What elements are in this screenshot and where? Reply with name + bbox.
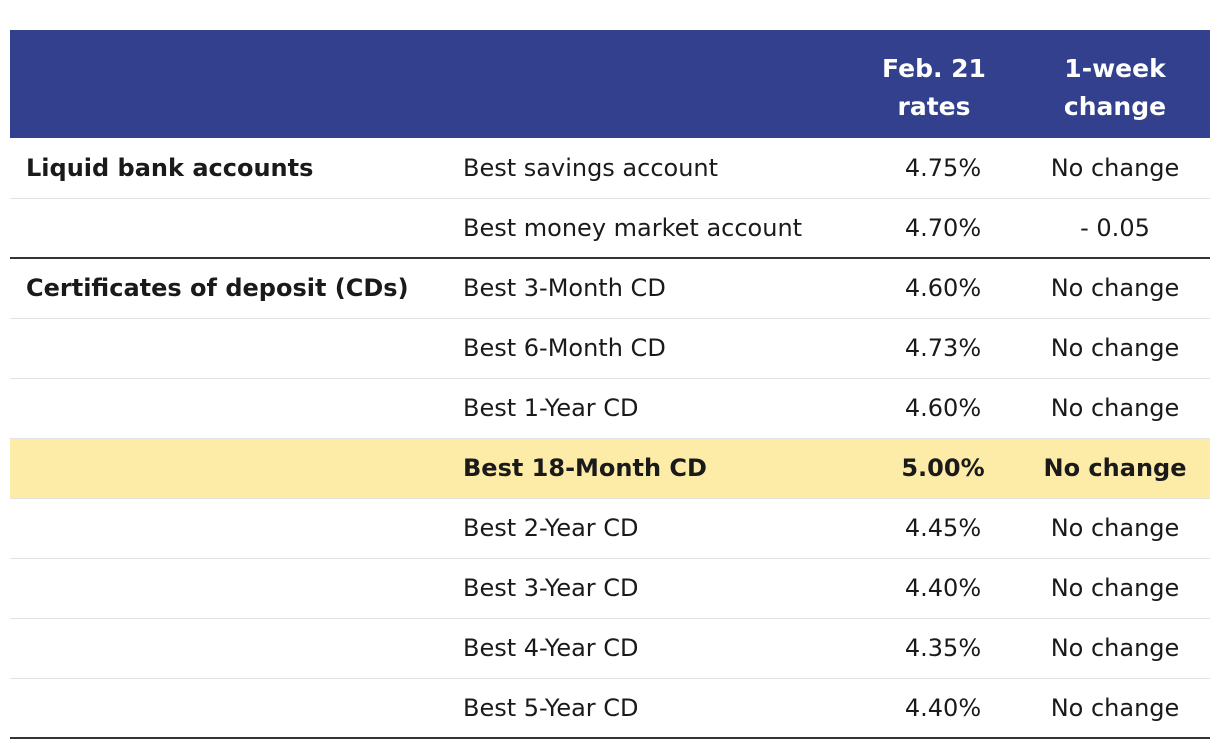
category-cell-empty (10, 318, 447, 379)
product-label: Best savings account (447, 138, 848, 199)
product-label: Best 1-Year CD (447, 378, 848, 439)
product-label: Best money market account (447, 198, 848, 259)
category-cell-empty (10, 198, 447, 259)
change-value: No change (1020, 378, 1210, 439)
table-row: Best 5-Year CD 4.40% No change (10, 678, 1210, 739)
product-label: Best 3-Year CD (447, 558, 848, 619)
change-value: No change (1020, 438, 1210, 499)
rate-value: 4.73% (848, 318, 1020, 379)
product-label: Best 4-Year CD (447, 618, 848, 679)
change-value: No change (1020, 258, 1210, 319)
change-value: No change (1020, 618, 1210, 679)
table-row: Best 1-Year CD 4.60% No change (10, 378, 1210, 439)
category-label: Certificates of deposit (CDs) (10, 258, 447, 319)
change-value: No change (1020, 138, 1210, 199)
change-value: No change (1020, 558, 1210, 619)
rate-value: 4.35% (848, 618, 1020, 679)
product-label: Best 6-Month CD (447, 318, 848, 379)
rate-value: 4.45% (848, 498, 1020, 559)
category-cell-empty (10, 438, 447, 499)
table-row: Liquid bank accounts Best savings accoun… (10, 138, 1210, 199)
table-row: Best money market account 4.70% - 0.05 (10, 198, 1210, 259)
rate-value: 4.40% (848, 558, 1020, 619)
category-label: Liquid bank accounts (10, 138, 447, 199)
table-row: Best 6-Month CD 4.73% No change (10, 318, 1210, 379)
table-row: Best 3-Year CD 4.40% No change (10, 558, 1210, 619)
rate-value: 4.40% (848, 678, 1020, 739)
change-value: No change (1020, 498, 1210, 559)
product-label: Best 2-Year CD (447, 498, 848, 559)
change-value: - 0.05 (1020, 198, 1210, 259)
category-cell-empty (10, 378, 447, 439)
product-label: Best 18-Month CD (447, 438, 848, 499)
category-cell-empty (10, 678, 447, 739)
header-product-cell (447, 30, 848, 138)
table-row: Certificates of deposit (CDs) Best 3-Mon… (10, 258, 1210, 319)
category-cell-empty (10, 618, 447, 679)
change-value: No change (1020, 318, 1210, 379)
change-value: No change (1020, 678, 1210, 739)
header-category-cell (10, 30, 447, 138)
category-cell-empty (10, 558, 447, 619)
table-row: Best 2-Year CD 4.45% No change (10, 498, 1210, 559)
rate-value: 4.75% (848, 138, 1020, 199)
rates-table: Feb. 21 rates 1-week change Liquid bank … (10, 30, 1210, 739)
rate-value: 4.60% (848, 378, 1020, 439)
category-cell-empty (10, 498, 447, 559)
header-rates: Feb. 21 rates (882, 54, 986, 121)
table-row-highlighted: Best 18-Month CD 5.00% No change (10, 438, 1210, 499)
table-row: Best 4-Year CD 4.35% No change (10, 618, 1210, 679)
rate-value: 4.60% (848, 258, 1020, 319)
header-change: 1-week change (1063, 54, 1167, 121)
table-header-row: Feb. 21 rates 1-week change (10, 30, 1210, 138)
rate-value: 5.00% (848, 438, 1020, 499)
rate-value: 4.70% (848, 198, 1020, 259)
product-label: Best 3-Month CD (447, 258, 848, 319)
product-label: Best 5-Year CD (447, 678, 848, 739)
